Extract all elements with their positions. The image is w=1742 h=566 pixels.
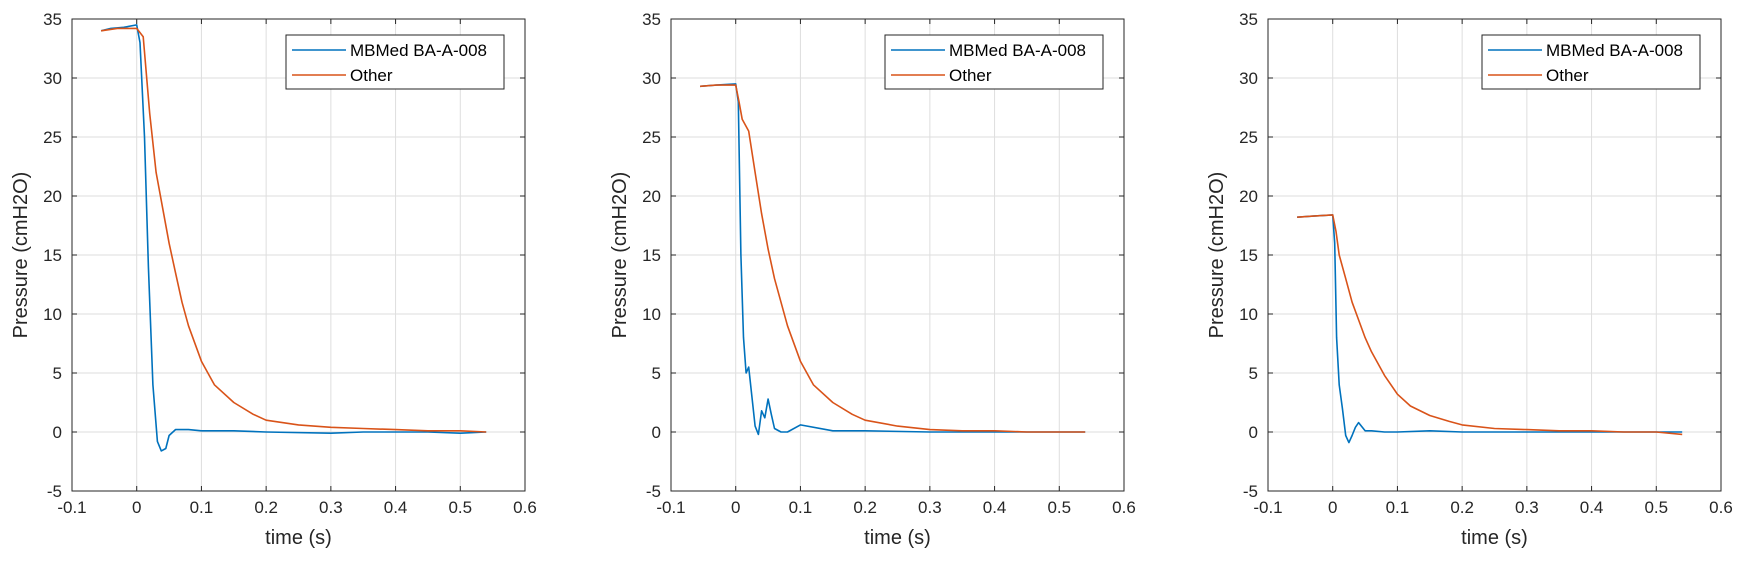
legend-label-1: MBMed BA-A-008 xyxy=(1546,41,1683,60)
x-tick-label: 0.4 xyxy=(384,498,408,517)
x-tick-label: 0.6 xyxy=(513,498,537,517)
x-tick-label: 0.4 xyxy=(983,498,1007,517)
grid xyxy=(670,18,1125,492)
y-tick-label: 0 xyxy=(53,423,62,442)
x-tick-label: 0.5 xyxy=(1047,498,1071,517)
series-line-2 xyxy=(700,84,1086,433)
grid xyxy=(71,18,526,492)
y-tick-label: 30 xyxy=(43,69,62,88)
x-tick-label: -0.1 xyxy=(1253,498,1282,517)
series-line-1 xyxy=(700,83,1086,436)
y-tick-label: 10 xyxy=(1239,305,1258,324)
y-tick-label: 35 xyxy=(642,10,661,29)
x-tick-label: 0.2 xyxy=(254,498,278,517)
x-tick-label: 0.6 xyxy=(1709,498,1733,517)
x-tick-label: 0.3 xyxy=(1515,498,1539,517)
chart-panel-1: -0.1 0 0.1 0.2 0.3 0.4 0.5 0.6 -5 0 5 10 15 20 25 30 35 t… xyxy=(10,10,537,549)
x-tick-label: 0 xyxy=(731,498,740,517)
y-tick-label: 5 xyxy=(652,364,661,383)
legend-label-2: Other xyxy=(350,66,393,85)
legend-label-2: Other xyxy=(1546,66,1589,85)
legend-box xyxy=(884,34,1104,90)
y-tick-label: 15 xyxy=(1239,246,1258,265)
y-tick-label: 0 xyxy=(1249,423,1258,442)
x-tick-label: 0.1 xyxy=(190,498,214,517)
legend-label-1: MBMed BA-A-008 xyxy=(949,41,1086,60)
y-axis-label: Pressure (cmH2O) xyxy=(1206,172,1228,339)
legend-label-2: Other xyxy=(949,66,992,85)
y-axis-label: Pressure (cmH2O) xyxy=(609,172,631,339)
legend: MBMed BA-A-008 Other xyxy=(285,34,505,90)
x-tick-label: -0.1 xyxy=(57,498,86,517)
y-tick-label: 25 xyxy=(1239,128,1258,147)
series-line-1 xyxy=(100,24,487,452)
x-tick-label: -0.1 xyxy=(656,498,685,517)
series-line-2 xyxy=(100,27,487,433)
y-tick-label: 10 xyxy=(43,305,62,324)
x-tick-label: 0.1 xyxy=(789,498,813,517)
y-tick-label: 20 xyxy=(642,187,661,206)
y-tick-label: 15 xyxy=(43,246,62,265)
x-axis-label: time (s) xyxy=(1461,527,1528,549)
y-tick-label: 20 xyxy=(43,187,62,206)
y-tick-label: -5 xyxy=(646,482,661,501)
y-tick-label: 30 xyxy=(1239,69,1258,88)
legend: MBMed BA-A-008 Other xyxy=(884,34,1104,90)
x-tick-label: 0.5 xyxy=(1644,498,1668,517)
x-tick-label: 0 xyxy=(1328,498,1337,517)
y-tick-label: 5 xyxy=(53,364,62,383)
x-tick-label: 0.2 xyxy=(853,498,877,517)
y-tick-label: 35 xyxy=(1239,10,1258,29)
x-tick-label: 0.1 xyxy=(1386,498,1410,517)
x-axis-label: time (s) xyxy=(265,527,332,549)
x-tick-label: 0.3 xyxy=(319,498,343,517)
series-line-2 xyxy=(1297,214,1683,436)
y-tick-label: -5 xyxy=(1243,482,1258,501)
y-tick-label: 25 xyxy=(642,128,661,147)
chart-panel-2: -0.1 0 0.1 0.2 0.3 0.4 0.5 0.6 -5 0 5 10 15 20 25 30 35 t… xyxy=(609,10,1136,549)
x-tick-label: 0.6 xyxy=(1112,498,1136,517)
legend: MBMed BA-A-008 Other xyxy=(1481,34,1701,90)
legend-box xyxy=(285,34,505,90)
series-line-1 xyxy=(1297,214,1683,444)
x-tick-label: 0.4 xyxy=(1580,498,1604,517)
y-tick-label: 5 xyxy=(1249,364,1258,383)
y-tick-label: 25 xyxy=(43,128,62,147)
y-tick-label: 15 xyxy=(642,246,661,265)
x-tick-label: 0.2 xyxy=(1450,498,1474,517)
legend-label-1: MBMed BA-A-008 xyxy=(350,41,487,60)
y-tick-label: 30 xyxy=(642,69,661,88)
x-tick-label: 0 xyxy=(132,498,141,517)
y-tick-label: -5 xyxy=(47,482,62,501)
chart-panel-3: -0.1 0 0.1 0.2 0.3 0.4 0.5 0.6 -5 0 5 10 15 20 25 30 35 t… xyxy=(1206,10,1733,549)
y-tick-label: 20 xyxy=(1239,187,1258,206)
y-tick-label: 0 xyxy=(652,423,661,442)
y-tick-label: 35 xyxy=(43,10,62,29)
x-tick-label: 0.5 xyxy=(448,498,472,517)
y-axis-label: Pressure (cmH2O) xyxy=(10,172,32,339)
legend-box xyxy=(1481,34,1701,90)
grid xyxy=(1267,18,1722,492)
x-axis-label: time (s) xyxy=(864,527,931,549)
y-tick-label: 10 xyxy=(642,305,661,324)
x-tick-label: 0.3 xyxy=(918,498,942,517)
